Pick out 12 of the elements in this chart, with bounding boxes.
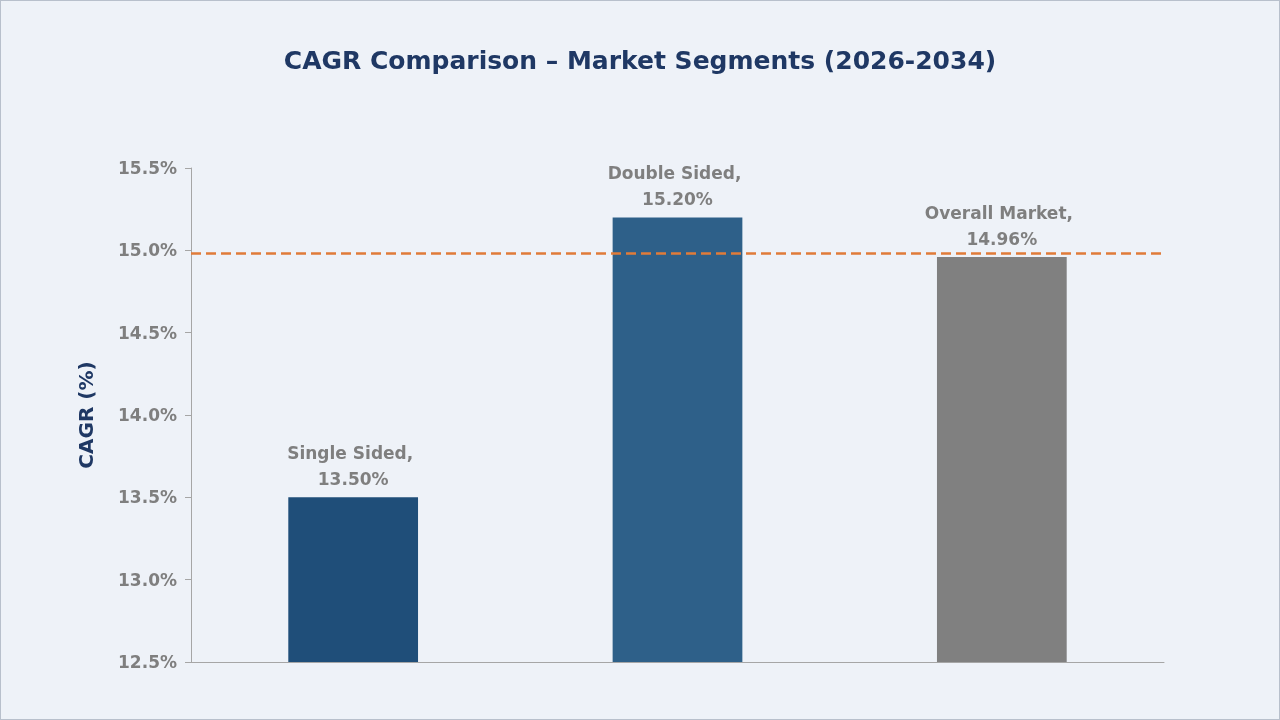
y-tick-label: 15.0%	[118, 240, 177, 261]
chart-title: CAGR Comparison – Market Segments (2026-2034)	[283, 46, 997, 75]
y-tick-label: 13.0%	[118, 569, 177, 590]
data-label: Overall Market, 14.96%	[924, 202, 1079, 249]
y-tick-label: 14.5%	[118, 322, 177, 343]
y-tick-label: 15.5%	[118, 158, 177, 178]
data-label: Double Sided, 15.20%	[607, 163, 748, 210]
y-tick-label: 12.5%	[118, 652, 177, 672]
data-label: Single Sided, 13.50%	[287, 443, 420, 490]
y-tick-label: 14.0%	[118, 405, 177, 425]
y-axis-title: CAGR (%)	[74, 361, 98, 469]
y-tick-label: 13.5%	[118, 487, 177, 508]
